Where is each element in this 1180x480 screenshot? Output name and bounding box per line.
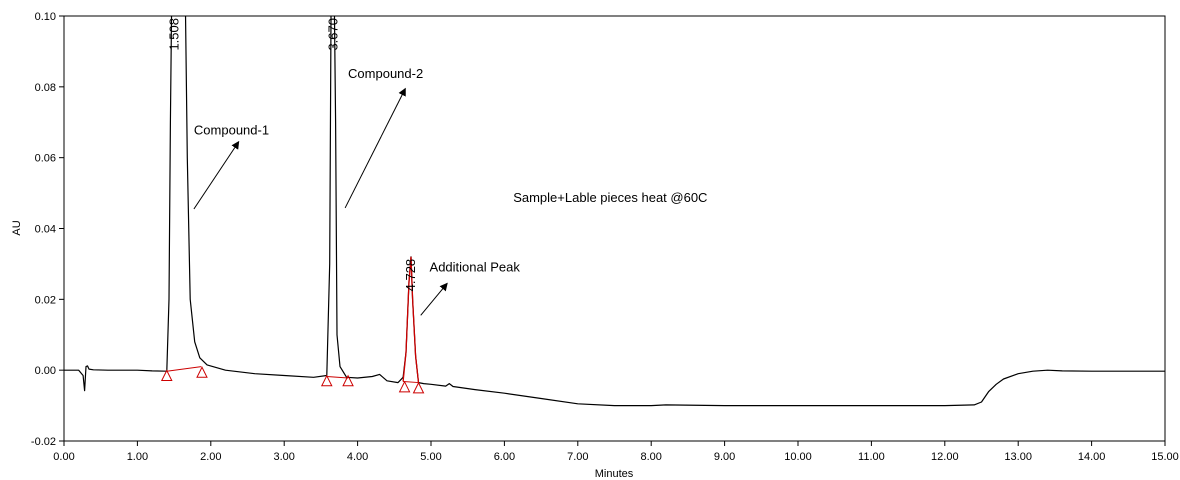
annotation-arrow <box>193 140 240 210</box>
x-tick-label: 7.00 <box>567 451 588 463</box>
integration-marker <box>320 374 333 387</box>
x-tick-label: 11.00 <box>858 451 885 463</box>
annotation-text: Additional Peak <box>430 260 521 275</box>
x-axis-title: Minutes <box>595 468 634 480</box>
y-tick-label: 0.04 <box>35 224 56 236</box>
peak-retention-label: 4.728 <box>403 259 418 292</box>
x-tick-label: 6.00 <box>494 451 515 463</box>
plot-frame <box>63 15 1166 442</box>
x-tick-label: 5.00 <box>420 451 441 463</box>
x-tick-label: 15.00 <box>1151 451 1179 463</box>
x-tick-label: 10.00 <box>784 451 812 463</box>
annotation-text: Compound-2 <box>348 66 423 81</box>
x-tick-label: 2.00 <box>200 451 221 463</box>
x-tick-label: 13.00 <box>1004 451 1032 463</box>
x-axis: 0.00 1.00 2.00 3.00 4.00 5.00 6.00 7.00 8.00 9.00… <box>53 441 1179 463</box>
integration-marker <box>160 369 173 381</box>
annotation-arrow <box>420 282 448 316</box>
x-tick-label: 0.00 <box>53 451 74 463</box>
integration-baseline <box>326 376 349 379</box>
y-tick-label: 0.08 <box>35 82 56 94</box>
integration-baseline <box>403 381 419 384</box>
x-tick-label: 3.00 <box>273 451 294 463</box>
annotations: 1.508 3.670 4.728 Compound-1 Compound-2 Addit… <box>167 18 707 316</box>
peak-retention-label: 1.508 <box>167 18 182 51</box>
integration-marker <box>412 381 425 394</box>
x-tick-label: 12.00 <box>931 451 959 463</box>
plot-area <box>64 16 1165 407</box>
y-axis: -0.02 0.00 0.02 0.04 0.06 0.08 0.10 <box>31 11 64 448</box>
x-tick-label: 8.00 <box>640 451 661 463</box>
integration-baseline <box>166 366 202 372</box>
annotation-arrow <box>344 87 406 209</box>
chromatogram-trace <box>64 16 1165 407</box>
y-axis-title: AU <box>11 220 23 235</box>
y-tick-label: -0.02 <box>31 436 56 448</box>
integration-marker <box>196 366 208 378</box>
additional-peak-trace <box>402 256 420 383</box>
x-tick-label: 14.00 <box>1078 451 1106 463</box>
integration-marker <box>398 380 411 393</box>
y-tick-label: 0.00 <box>35 365 56 377</box>
annotation-text: Compound-1 <box>194 123 269 138</box>
y-tick-label: 0.02 <box>35 294 56 306</box>
peak-retention-label: 3.670 <box>325 18 340 51</box>
y-tick-label: 0.10 <box>35 11 56 23</box>
x-tick-label: 4.00 <box>347 451 368 463</box>
annotation-text: Sample+Lable pieces heat @60C <box>513 190 707 205</box>
x-tick-label: 9.00 <box>714 451 735 463</box>
x-tick-label: 1.00 <box>127 451 148 463</box>
y-tick-label: 0.06 <box>35 153 56 165</box>
integration-marker <box>342 374 354 387</box>
